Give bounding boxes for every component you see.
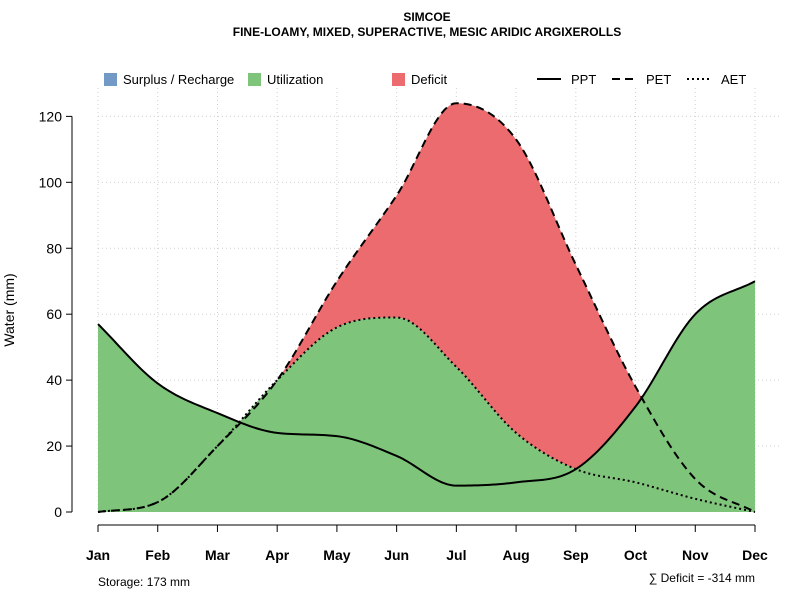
x-tick-label: Apr bbox=[265, 547, 290, 563]
x-tick-label: Oct bbox=[624, 547, 648, 563]
legend-label: Surplus / Recharge bbox=[123, 72, 234, 87]
y-tick-label: 20 bbox=[46, 438, 62, 454]
x-tick-label: Jul bbox=[446, 547, 466, 563]
legend-swatch bbox=[392, 73, 405, 86]
x-tick-label: Feb bbox=[145, 547, 170, 563]
x-tick-label: Sep bbox=[563, 547, 589, 563]
x-tick-label: Jan bbox=[86, 547, 110, 563]
y-tick-label: 60 bbox=[46, 306, 62, 322]
utilization-area bbox=[98, 281, 755, 512]
legend-label: Utilization bbox=[267, 72, 323, 87]
x-tick-label: May bbox=[323, 547, 350, 563]
area-fills bbox=[98, 103, 755, 512]
legend-label: Deficit bbox=[411, 72, 448, 87]
series-lines bbox=[97, 102, 756, 513]
deficit-total-label: ∑ Deficit = -314 mm bbox=[649, 571, 755, 585]
axes: 0 20 40 60 80 100 120 Jan Feb Mar Apr May Jun Jul Aug S… bbox=[39, 108, 768, 563]
legend-label: AET bbox=[721, 72, 746, 87]
legend-swatch bbox=[104, 73, 117, 86]
y-tick-label: 80 bbox=[46, 240, 62, 256]
chart-title: SIMCOE bbox=[403, 10, 450, 24]
x-tick-label: Aug bbox=[502, 547, 529, 563]
chart-subtitle: FINE-LOAMY, MIXED, SUPERACTIVE, MESIC AR… bbox=[233, 25, 621, 39]
legend-label: PET bbox=[646, 72, 671, 87]
x-tick-label: Dec bbox=[742, 547, 768, 563]
y-tick-label: 100 bbox=[39, 174, 63, 190]
y-axis-label: Water (mm) bbox=[1, 273, 17, 346]
legend: Surplus / Recharge Utilization Deficit PPT P… bbox=[104, 72, 746, 87]
deficit-area bbox=[98, 103, 755, 512]
utilization-base-area bbox=[98, 422, 755, 512]
legend-swatch bbox=[248, 73, 261, 86]
legend-label: PPT bbox=[571, 72, 596, 87]
x-tick-label: Jun bbox=[384, 547, 409, 563]
y-tick-label: 40 bbox=[46, 372, 62, 388]
ppt-line bbox=[97, 280, 756, 487]
y-tick-label: 120 bbox=[39, 108, 63, 124]
storage-label: Storage: 173 mm bbox=[98, 575, 190, 589]
x-tick-label: Nov bbox=[682, 547, 709, 563]
x-tick-label: Mar bbox=[205, 547, 230, 563]
y-tick-label: 0 bbox=[54, 504, 62, 520]
